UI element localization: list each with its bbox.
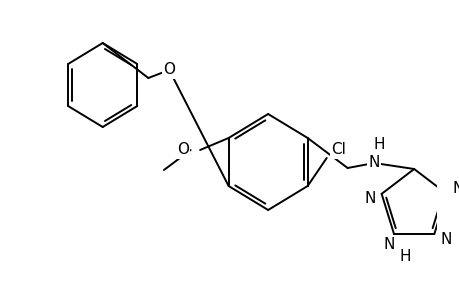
Text: N: N (368, 155, 379, 170)
Text: Cl: Cl (331, 142, 346, 158)
Text: N: N (364, 191, 375, 206)
Text: H: H (399, 249, 410, 264)
Text: N: N (439, 232, 450, 247)
Text: N: N (383, 237, 394, 252)
Text: O: O (176, 142, 188, 158)
Text: H: H (372, 137, 384, 152)
Text: N: N (452, 182, 459, 196)
Text: O: O (163, 62, 175, 77)
